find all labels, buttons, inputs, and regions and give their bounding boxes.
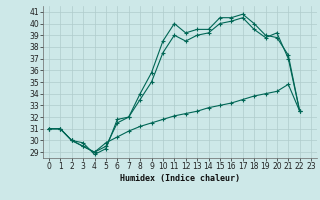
X-axis label: Humidex (Indice chaleur): Humidex (Indice chaleur) [120, 174, 240, 183]
